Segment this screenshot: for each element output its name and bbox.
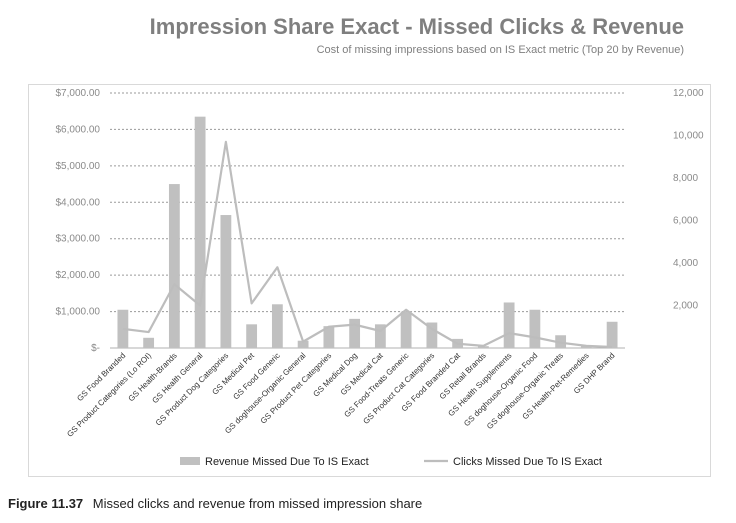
- bar: [143, 337, 155, 348]
- legend-label-revenue: Revenue Missed Due To IS Exact: [205, 456, 369, 468]
- y-right-tick-label: 10,000: [673, 131, 704, 142]
- bar: [529, 309, 541, 348]
- y-left-tick-label: $5,000.00: [56, 161, 101, 172]
- y-left-tick-label: $4,000.00: [56, 197, 101, 208]
- bar: [271, 304, 283, 348]
- chart-frame: $- $1,000.00 $2,000.00 $3,000.00 $4,000.00 $5…: [28, 0, 712, 484]
- y-right-tick-label: 2,000: [673, 301, 698, 312]
- bar: [503, 302, 515, 348]
- clicks-line: [122, 140, 613, 349]
- x-tick-label: GS Retail Brands: [438, 351, 488, 401]
- bar: [168, 184, 180, 348]
- bar: [374, 324, 386, 348]
- x-tick-label: GS Food Generic: [231, 351, 281, 401]
- bar: [426, 322, 438, 348]
- bar: [606, 321, 618, 348]
- figure-caption-text: Missed clicks and revenue from missed im…: [92, 496, 423, 511]
- bar: [194, 116, 206, 348]
- bar: [400, 311, 412, 348]
- bar: [323, 326, 335, 348]
- chart-subtitle: Cost of missing impressions based on IS …: [316, 44, 684, 56]
- bar: [246, 324, 258, 348]
- y-left-tick-label: $6,000.00: [56, 124, 101, 135]
- legend-label-clicks: Clicks Missed Due To IS Exact: [453, 456, 602, 468]
- y-right-tick-label: 4,000: [673, 258, 698, 269]
- chart-border: [28, 84, 711, 477]
- y-left-tick-label: $-: [91, 343, 100, 354]
- chart-title: Impression Share Exact - Missed Clicks &…: [149, 14, 684, 39]
- y-left-tick-label: $2,000.00: [56, 270, 101, 281]
- legend-swatch-revenue: [180, 457, 200, 465]
- bar: [477, 346, 489, 348]
- bar: [349, 318, 361, 348]
- y-right-tick-label: 8,000: [673, 173, 698, 184]
- y-left-tick-label: $1,000.00: [56, 307, 101, 318]
- y-right-tick-label: 12,000: [673, 88, 704, 99]
- bar: [220, 215, 232, 348]
- figure-number: Figure 11.37: [8, 496, 84, 511]
- y-right-tick-label: 6,000: [673, 216, 698, 227]
- chart: $- $1,000.00 $2,000.00 $3,000.00 $4,000.00 $5…: [28, 84, 711, 477]
- figure-caption: Figure 11.37 Missed clicks and revenue f…: [8, 496, 422, 511]
- y-left-tick-label: $7,000.00: [56, 88, 101, 99]
- y-left-tick-label: $3,000.00: [56, 234, 101, 245]
- bar: [297, 340, 309, 348]
